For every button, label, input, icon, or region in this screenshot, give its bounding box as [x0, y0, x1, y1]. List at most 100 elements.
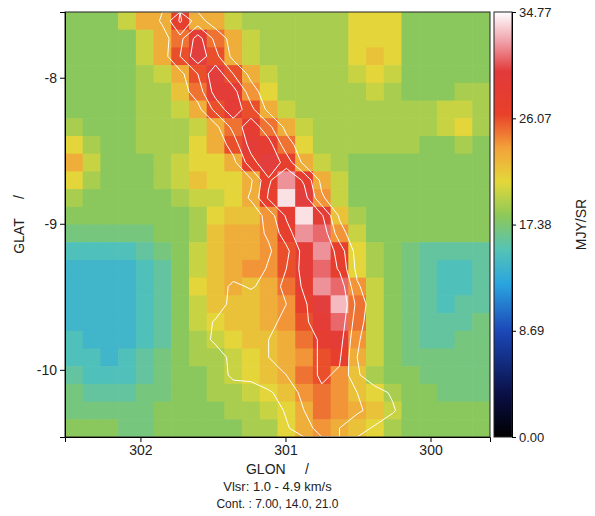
heatmap-cell — [419, 260, 437, 278]
heatmap-cell — [472, 225, 490, 243]
heatmap-cell — [437, 189, 455, 207]
heatmap-cell — [154, 171, 172, 189]
heatmap-cell — [401, 366, 419, 384]
heatmap-cell — [472, 207, 490, 225]
heatmap-cell — [278, 348, 296, 366]
heatmap-cell — [437, 30, 455, 48]
heatmap-cell — [437, 402, 455, 420]
heatmap-cell — [437, 154, 455, 172]
heatmap-cell — [171, 295, 189, 313]
heatmap-cell — [65, 65, 83, 83]
heatmap-cell — [171, 313, 189, 331]
heatmap-cell — [118, 12, 136, 30]
heatmap-cell — [366, 278, 384, 296]
heatmap-cell — [118, 30, 136, 48]
heatmap-cell — [295, 30, 313, 48]
heatmap-cell — [455, 402, 473, 420]
heatmap-cell — [472, 384, 490, 402]
heatmap-cell — [100, 348, 118, 366]
heatmap-cell — [154, 348, 172, 366]
heatmap-cell — [83, 366, 101, 384]
tick-label: -10 — [37, 362, 57, 378]
heatmap-cell — [136, 65, 154, 83]
heatmap-cell — [189, 225, 207, 243]
heatmap-cell — [171, 30, 189, 48]
heatmap-cell — [455, 348, 473, 366]
heatmap-cell — [242, 331, 260, 349]
heatmap-cell — [331, 366, 349, 384]
heatmap-cell — [419, 278, 437, 296]
heatmap-cell — [348, 419, 366, 437]
heatmap-cell — [100, 30, 118, 48]
heatmap-cell — [401, 136, 419, 154]
heatmap-cell — [242, 295, 260, 313]
heatmap-cell — [419, 189, 437, 207]
heatmap-cell — [65, 189, 83, 207]
heatmap-cell — [278, 331, 296, 349]
heatmap-cell — [419, 12, 437, 30]
heatmap-cell — [100, 47, 118, 65]
heatmap-cell — [189, 30, 207, 48]
heatmap-cell — [260, 260, 278, 278]
axis: -8-9-10 — [37, 13, 66, 438]
heatmap-cell — [401, 47, 419, 65]
heatmap-cell — [136, 207, 154, 225]
heatmap-cell — [384, 366, 402, 384]
heatmap-cell — [366, 260, 384, 278]
heatmap-cell — [295, 136, 313, 154]
heatmap-cell — [136, 118, 154, 136]
heatmap-cell — [83, 331, 101, 349]
heatmap-cell — [189, 331, 207, 349]
heatmap-cell — [207, 402, 225, 420]
heatmap-cell — [366, 242, 384, 260]
heatmap-cell — [331, 83, 349, 101]
heatmap-cell — [118, 65, 136, 83]
heatmap-cell — [366, 402, 384, 420]
heatmap-cell — [260, 295, 278, 313]
heatmap-cell — [65, 242, 83, 260]
heatmap-cell — [242, 189, 260, 207]
heatmap-cell — [295, 189, 313, 207]
heatmap-cell — [331, 242, 349, 260]
heatmap-cell — [313, 278, 331, 296]
heatmap-cell — [118, 118, 136, 136]
heatmap-cell — [437, 171, 455, 189]
heatmap-cell — [83, 278, 101, 296]
heatmap-cell — [384, 189, 402, 207]
heatmap-cell — [83, 419, 101, 437]
chart-svg: 302301300-8-9-100.008.6917.3826.0734.77M… — [0, 0, 595, 516]
heatmap-cell — [154, 366, 172, 384]
heatmap-cell — [295, 331, 313, 349]
heatmap-cell — [313, 154, 331, 172]
heatmap-cell — [136, 278, 154, 296]
heatmap-cell — [313, 207, 331, 225]
axis: 302301300 — [66, 437, 491, 458]
heatmap-cell — [366, 101, 384, 119]
heatmap-cell — [136, 83, 154, 101]
heatmap-cell — [171, 118, 189, 136]
heatmap-cell — [384, 47, 402, 65]
heatmap-cell — [154, 260, 172, 278]
heatmap-cell — [331, 65, 349, 83]
heatmap-cell — [401, 207, 419, 225]
heatmap-cell — [384, 331, 402, 349]
heatmap-cell — [189, 419, 207, 437]
heatmap-cell — [384, 348, 402, 366]
heatmap-cell — [171, 207, 189, 225]
heatmap-cell — [401, 242, 419, 260]
heatmap-cell — [154, 331, 172, 349]
heatmap-cell — [65, 101, 83, 119]
heatmap-cell — [401, 154, 419, 172]
heatmap-cell — [154, 101, 172, 119]
heatmap-cell — [154, 189, 172, 207]
heatmap-cell — [366, 171, 384, 189]
heatmap-cell — [224, 83, 242, 101]
heatmap-cell — [348, 154, 366, 172]
heatmap-cell — [472, 189, 490, 207]
tick-label: 0.00 — [519, 430, 544, 445]
heatmap-cell — [419, 242, 437, 260]
heatmap-cell — [313, 348, 331, 366]
heatmap-cell — [455, 83, 473, 101]
heatmap-cell — [437, 331, 455, 349]
heatmap-cell — [83, 12, 101, 30]
